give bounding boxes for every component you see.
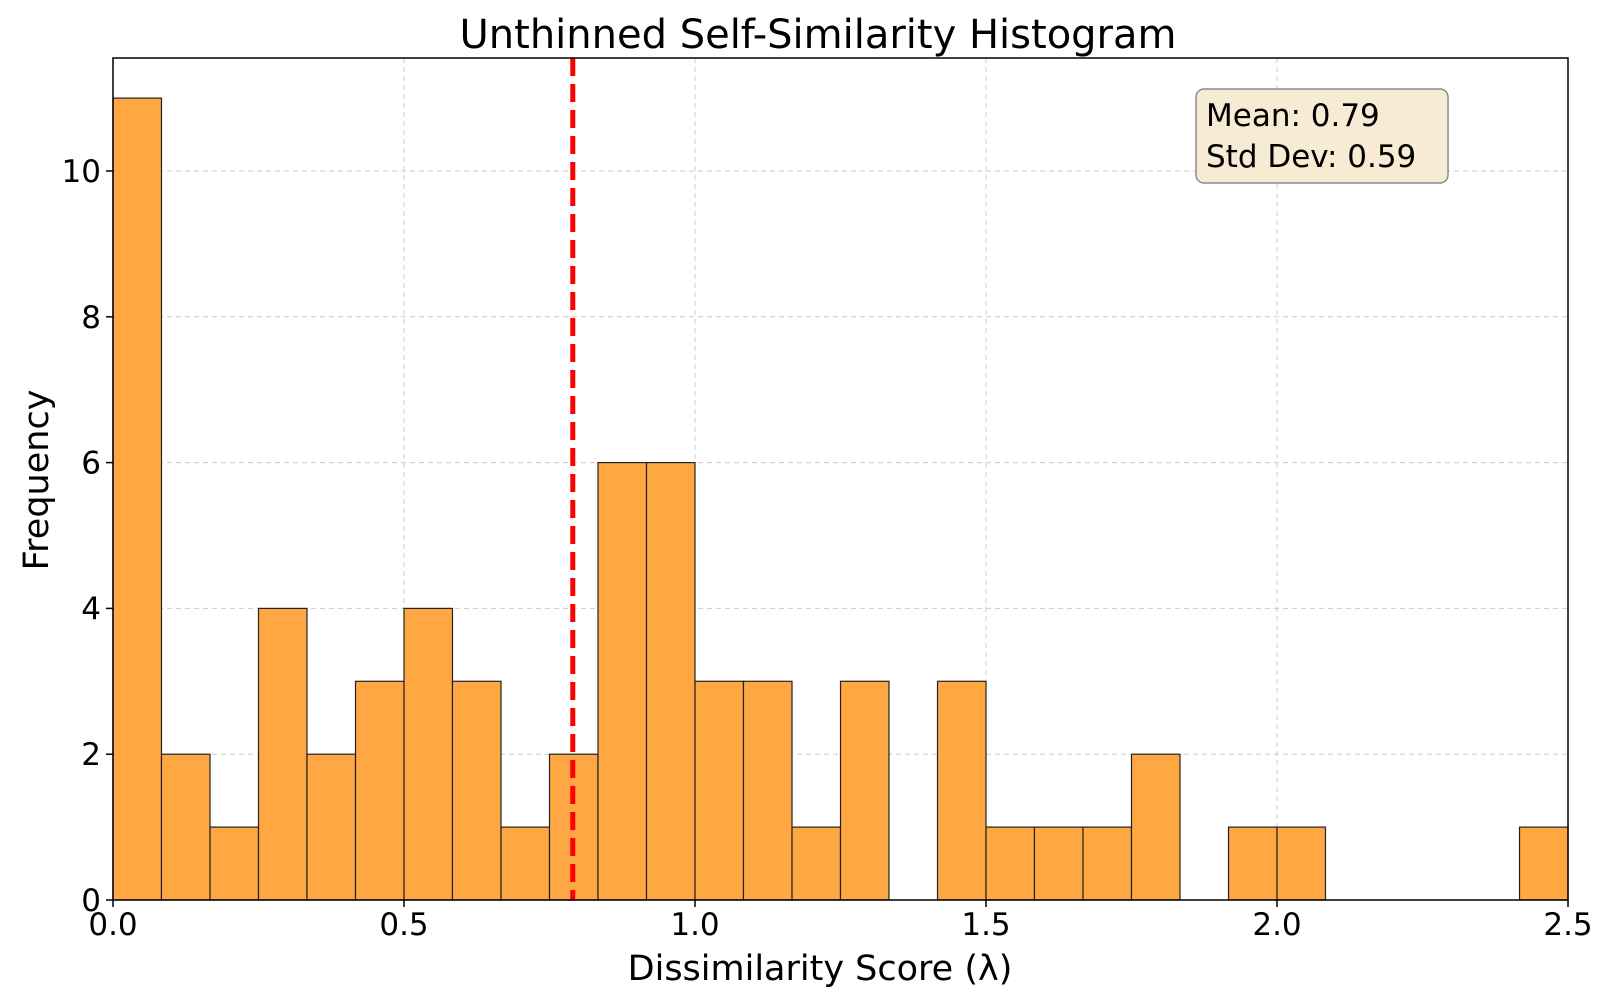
histogram-bar-17	[936, 680, 987, 901]
stats-mean: Mean: 0.79	[1206, 98, 1380, 134]
histogram-bar-18	[985, 826, 1036, 901]
histogram-bar-0	[112, 97, 163, 901]
y-tick-label-3: 6	[81, 446, 101, 482]
histogram-bar-19	[1033, 826, 1084, 901]
histogram-bar-12	[694, 680, 745, 901]
stats-box: Mean: 0.79 Std Dev: 0.59	[1195, 88, 1449, 184]
histogram-bar-11	[645, 461, 696, 901]
x-tick-label-4: 2.0	[1252, 907, 1301, 943]
x-tick-label-0: 0.0	[88, 907, 137, 943]
x-axis-label: Dissimilarity Score (λ)	[628, 949, 1013, 989]
histogram-bar-13	[742, 680, 793, 901]
histogram-bar-3	[257, 607, 308, 901]
stats-std-dev: Std Dev: 0.59	[1206, 139, 1416, 175]
histogram-bar-21	[1130, 753, 1181, 901]
x-tick-label-3: 1.5	[961, 907, 1010, 943]
y-tick-label-2: 4	[81, 591, 101, 627]
x-tick-label-5: 2.5	[1543, 907, 1592, 943]
plot-frame	[112, 57, 1569, 901]
y-axis-label: Frequency	[17, 390, 57, 571]
y-axis-ticks: 0 2 4 6 8 10	[62, 154, 113, 919]
chart-title: Unthinned Self-Similarity Histogram	[460, 12, 1177, 58]
y-tick-label-0: 0	[81, 883, 101, 919]
histogram-bar-8	[500, 826, 551, 901]
x-axis-ticks: 0.0 0.5 1.0 1.5 2.0 2.5	[88, 900, 1593, 943]
histogram-bar-1	[160, 753, 211, 901]
y-tick-label-5: 10	[62, 154, 101, 190]
histogram-bar-2	[209, 826, 260, 901]
histogram-bar-6	[403, 607, 454, 901]
histogram-bar-10	[597, 461, 648, 901]
x-tick-label-2: 1.0	[670, 907, 719, 943]
histogram-bar-4	[306, 753, 357, 901]
histogram-bar-24	[1276, 826, 1327, 901]
histogram-bar-29	[1518, 826, 1569, 901]
stats-box-background	[1195, 88, 1449, 184]
histogram-bar-5	[354, 680, 405, 901]
histogram-bar-20	[1082, 826, 1133, 901]
histogram-bar-7	[451, 680, 502, 901]
histogram-bar-23	[1227, 826, 1278, 901]
y-tick-label-1: 2	[81, 737, 101, 773]
bars	[112, 97, 1569, 901]
x-tick-label-1: 0.5	[379, 907, 428, 943]
y-tick-label-4: 8	[81, 300, 101, 336]
histogram-bar-14	[791, 826, 842, 901]
histogram-bar-15	[839, 680, 890, 901]
